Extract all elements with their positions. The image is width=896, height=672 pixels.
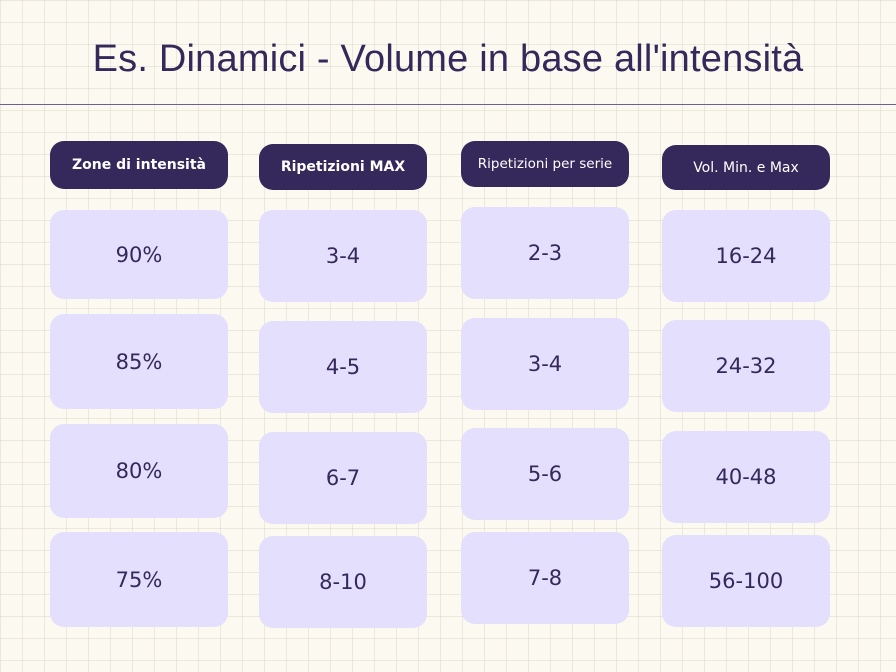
column-header-reps-per-set: Ripetizioni per serie (461, 141, 629, 187)
table-cell: 3-4 (259, 210, 427, 302)
table-cell: 56-100 (662, 535, 830, 627)
table-cell: 5-6 (461, 428, 629, 520)
table-cell: 80% (50, 424, 228, 518)
column-header-max-reps: Ripetizioni MAX (259, 144, 427, 190)
table-cell: 75% (50, 532, 228, 627)
table-cell: 8-10 (259, 536, 427, 628)
title-divider (0, 104, 896, 105)
table-cell: 16-24 (662, 210, 830, 302)
table-cell: 40-48 (662, 431, 830, 523)
table-cell: 24-32 (662, 320, 830, 412)
table-cell: 7-8 (461, 532, 629, 624)
table-cell: 6-7 (259, 432, 427, 524)
column-header-volume-min-max: Vol. Min. e Max (662, 145, 830, 190)
table-cell: 2-3 (461, 207, 629, 299)
column-header-intensity-zones: Zone di intensità (50, 141, 228, 189)
table-cell: 85% (50, 314, 228, 409)
table-cell: 90% (50, 210, 228, 299)
page-title: Es. Dinamici - Volume in base all'intens… (92, 38, 804, 80)
table-cell: 4-5 (259, 321, 427, 413)
table-cell: 3-4 (461, 318, 629, 410)
